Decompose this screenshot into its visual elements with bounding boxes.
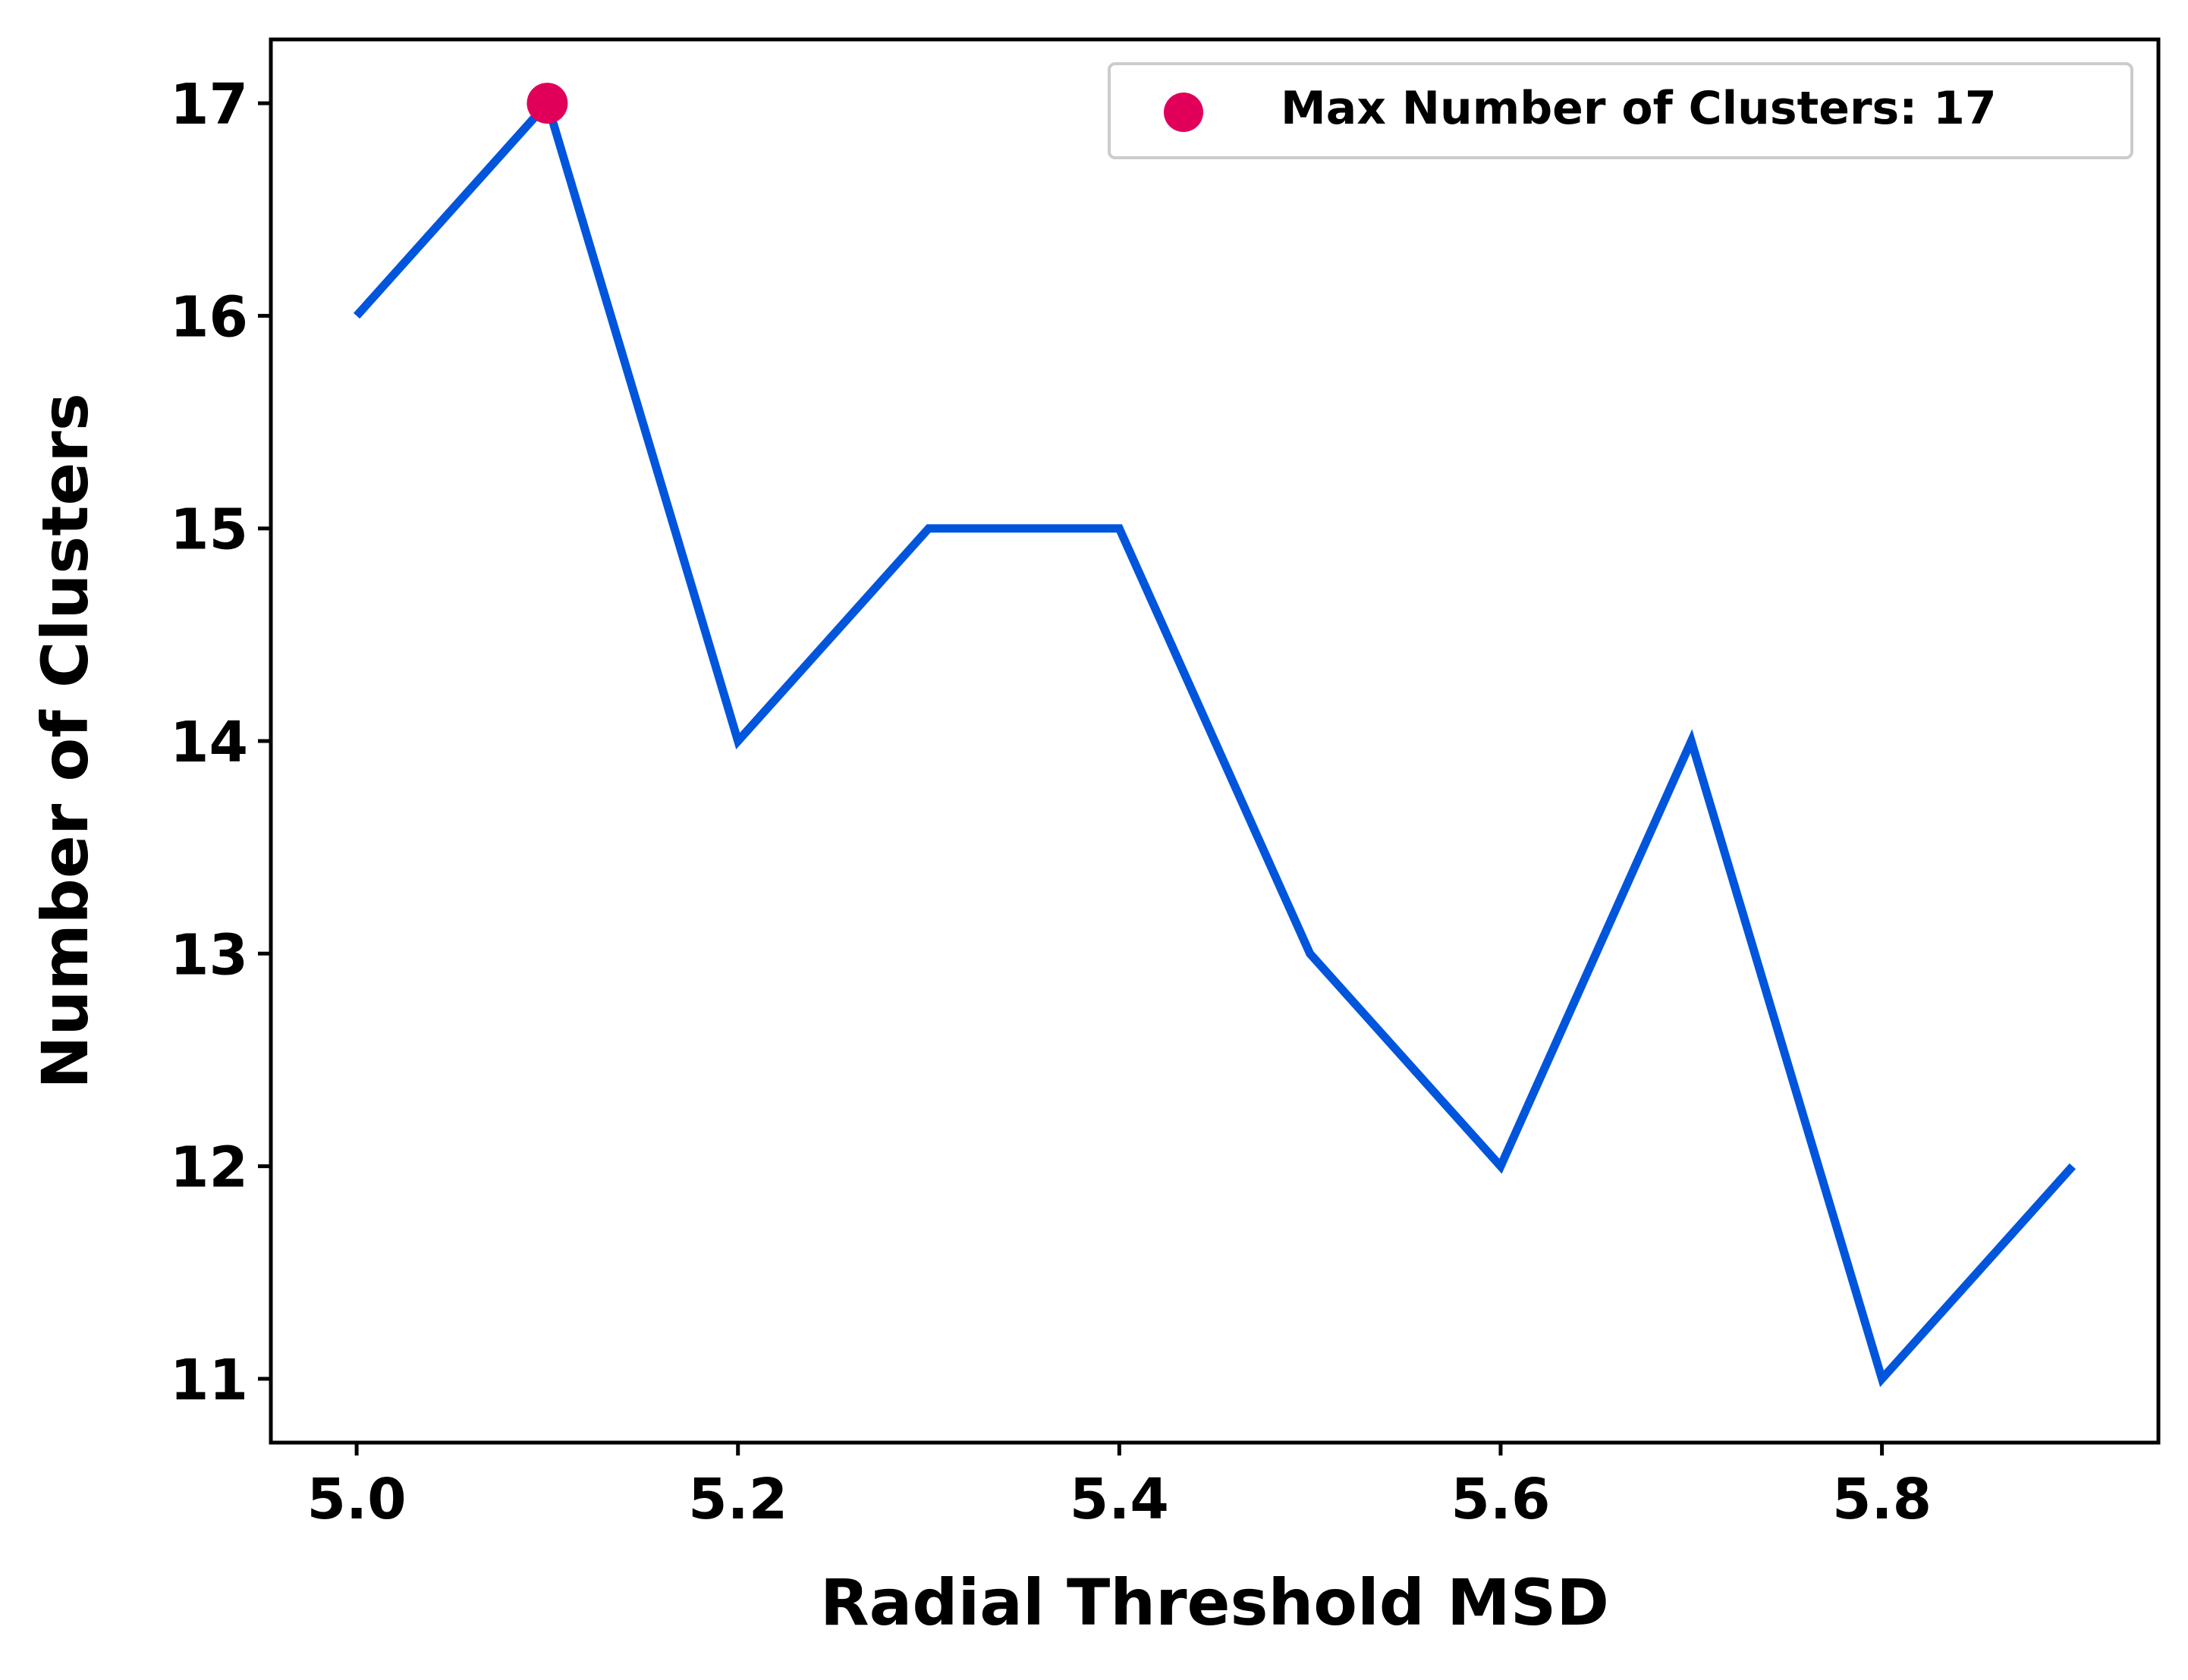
x-tick-label: 5.2 <box>688 1467 787 1532</box>
x-tick-label: 5.0 <box>307 1467 407 1532</box>
y-tick-label: 17 <box>170 72 248 137</box>
y-tick-label: 15 <box>170 498 248 563</box>
y-tick-label: 13 <box>170 922 248 988</box>
plot-area <box>353 83 2076 1387</box>
y-tick-label: 14 <box>170 710 248 775</box>
x-tick-label: 5.8 <box>1832 1467 1932 1532</box>
y-tick-label: 12 <box>170 1135 248 1201</box>
x-tick-label: 5.4 <box>1070 1467 1169 1532</box>
x-axis-label: Radial Threshold MSD <box>820 1565 1609 1640</box>
legend-label: Max Number of Clusters: 17 <box>1281 82 1997 135</box>
series-line-0 <box>353 95 2076 1387</box>
y-axis-label: Number of Clusters <box>28 393 102 1089</box>
x-tick-label: 5.6 <box>1451 1467 1550 1532</box>
y-tick-label: 11 <box>170 1348 248 1413</box>
max-point-marker <box>527 83 568 124</box>
legend-marker <box>1164 93 1203 132</box>
ticks: 5.0 5.2 5.4 5.6 5.8 11 12 13 14 15 16 17 <box>170 72 1932 1532</box>
legend-box <box>1108 62 2133 159</box>
y-tick-label: 16 <box>170 284 248 350</box>
legend: Max Number of Clusters: 17 <box>1108 62 2133 159</box>
